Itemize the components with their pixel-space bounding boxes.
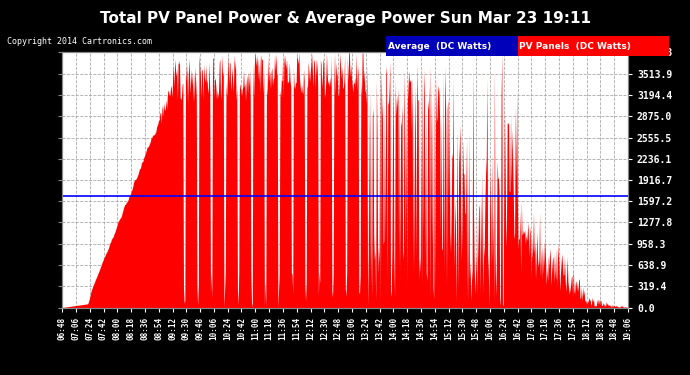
Text: Average  (DC Watts): Average (DC Watts): [388, 42, 491, 51]
Text: Copyright 2014 Cartronics.com: Copyright 2014 Cartronics.com: [7, 38, 152, 46]
Text: Total PV Panel Power & Average Power Sun Mar 23 19:11: Total PV Panel Power & Average Power Sun…: [99, 11, 591, 26]
Text: 1677.69: 1677.69: [50, 178, 59, 213]
Text: PV Panels  (DC Watts): PV Panels (DC Watts): [519, 42, 631, 51]
